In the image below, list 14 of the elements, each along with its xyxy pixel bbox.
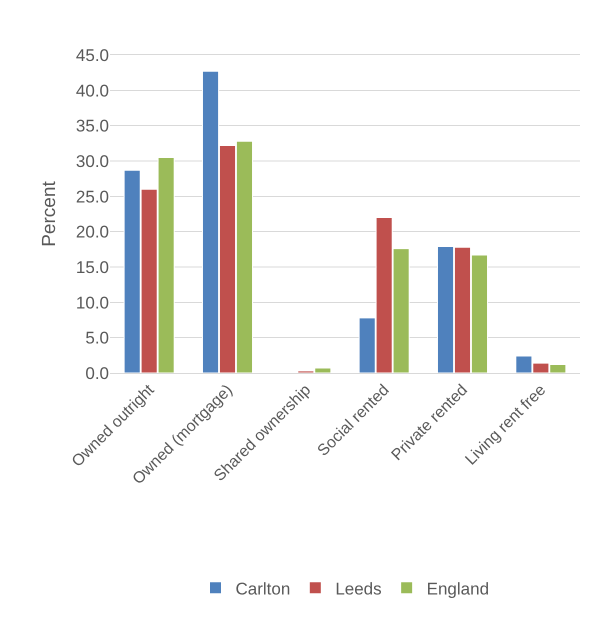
y-tick-label: 10.0	[76, 293, 109, 312]
y-tick-label: 0.0	[85, 364, 109, 383]
y-tick-label: 45.0	[76, 46, 109, 65]
y-tick-label: 40.0	[76, 81, 109, 100]
legend-label: Leeds	[335, 579, 382, 598]
y-tick-label: 20.0	[76, 222, 109, 242]
y-tick-label: 30.0	[76, 152, 109, 171]
y-axis-title: Percent	[38, 180, 60, 247]
legend-label: Carlton	[236, 579, 290, 598]
y-tick-label: 35.0	[76, 116, 109, 136]
y-tick-label: 5.0	[85, 328, 109, 348]
legend-label: England	[426, 579, 490, 598]
y-tick-label: 25.0	[76, 187, 109, 206]
y-tick-label: 15.0	[76, 258, 109, 277]
